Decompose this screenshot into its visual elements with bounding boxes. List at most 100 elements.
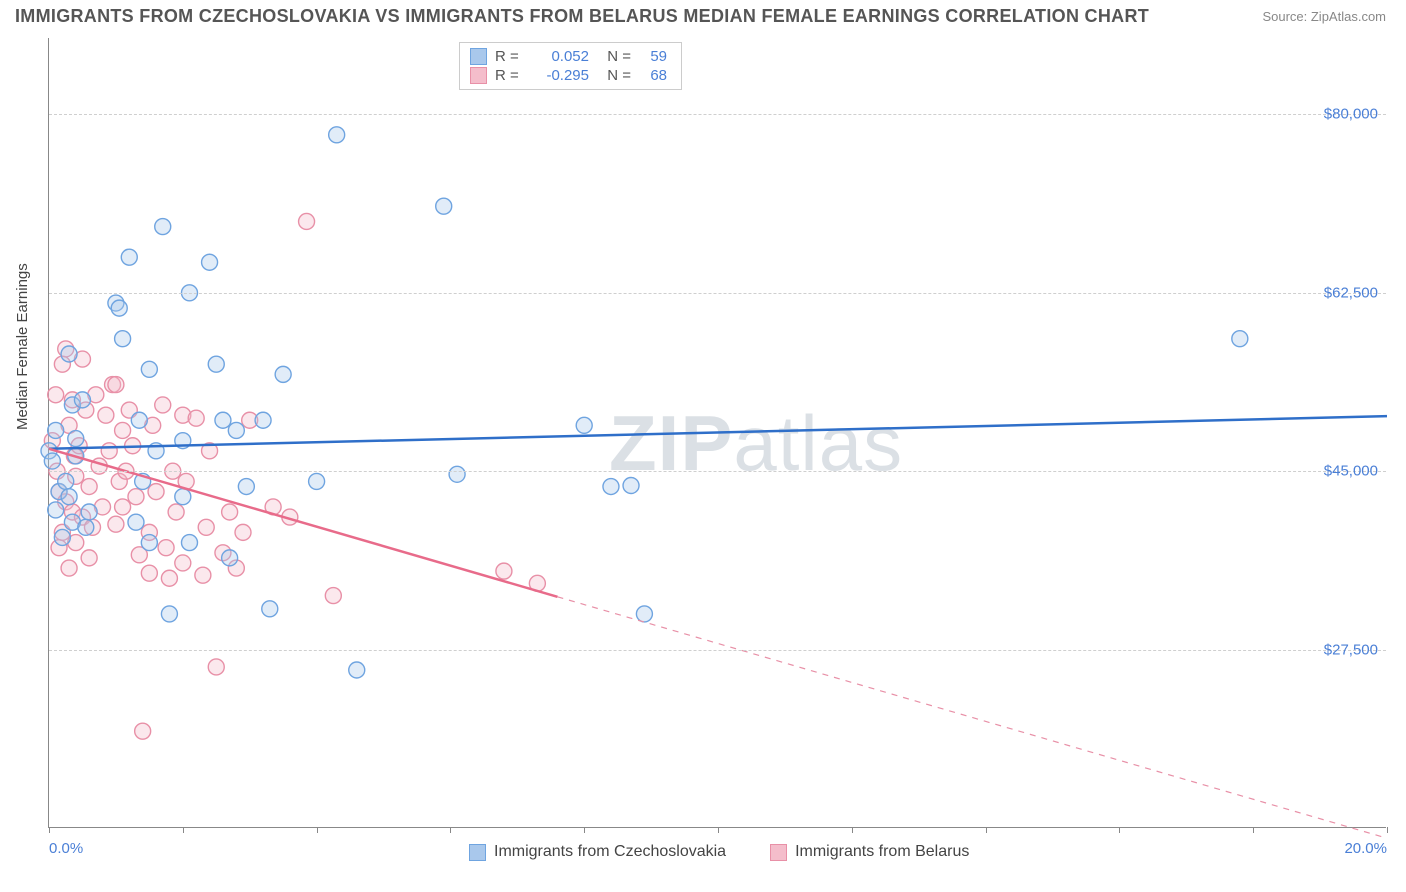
- data-point: [168, 504, 184, 520]
- legend-label-czech: Immigrants from Czechoslovakia: [494, 843, 726, 861]
- source-label: Source: ZipAtlas.com: [1262, 9, 1386, 24]
- grid-line: [49, 471, 1386, 472]
- data-point: [275, 366, 291, 382]
- data-point: [161, 606, 177, 622]
- data-point: [121, 249, 137, 265]
- data-point: [215, 412, 231, 428]
- stats-row-belarus: R = -0.295 N = 68: [470, 66, 667, 85]
- trend-line-belarus-extrapolated: [557, 597, 1387, 838]
- y-tick-label: $62,500: [1324, 284, 1378, 301]
- n-value-belarus: 68: [639, 67, 667, 84]
- legend-item-czech: Immigrants from Czechoslovakia: [469, 843, 726, 861]
- data-point: [202, 254, 218, 270]
- data-point: [81, 550, 97, 566]
- data-point: [98, 407, 114, 423]
- scatter-svg: [49, 38, 1386, 827]
- x-tick-mark: [49, 827, 50, 833]
- x-tick-mark: [584, 827, 585, 833]
- legend-label-belarus: Immigrants from Belarus: [795, 843, 969, 861]
- swatch-czech: [470, 48, 487, 65]
- data-point: [141, 361, 157, 377]
- data-point: [74, 392, 90, 408]
- data-point: [222, 550, 238, 566]
- data-point: [108, 377, 124, 393]
- data-point: [208, 659, 224, 675]
- x-tick-label: 20.0%: [1344, 840, 1387, 857]
- data-point: [349, 662, 365, 678]
- n-value-czech: 59: [639, 48, 667, 65]
- data-point: [44, 453, 60, 469]
- data-point: [262, 601, 278, 617]
- x-tick-mark: [1387, 827, 1388, 833]
- data-point: [115, 422, 131, 438]
- data-point: [131, 412, 147, 428]
- data-point: [68, 431, 84, 447]
- data-point: [235, 524, 251, 540]
- data-point: [228, 422, 244, 438]
- r-label: R =: [495, 48, 521, 65]
- data-point: [175, 555, 191, 571]
- n-label: N =: [597, 48, 631, 65]
- data-point: [61, 489, 77, 505]
- data-point: [181, 535, 197, 551]
- data-point: [309, 473, 325, 489]
- data-point: [158, 540, 174, 556]
- grid-line: [49, 114, 1386, 115]
- x-tick-label: 0.0%: [49, 840, 83, 857]
- data-point: [222, 504, 238, 520]
- data-point: [155, 397, 171, 413]
- data-point: [623, 477, 639, 493]
- data-point: [161, 570, 177, 586]
- data-point: [198, 519, 214, 535]
- chart-title: IMMIGRANTS FROM CZECHOSLOVAKIA VS IMMIGR…: [15, 6, 1149, 27]
- r-value-czech: 0.052: [529, 48, 589, 65]
- data-point: [155, 219, 171, 235]
- data-point: [101, 443, 117, 459]
- x-tick-mark: [1253, 827, 1254, 833]
- data-point: [61, 560, 77, 576]
- data-point: [436, 198, 452, 214]
- data-point: [576, 417, 592, 433]
- data-point: [48, 502, 64, 518]
- data-point: [1232, 331, 1248, 347]
- data-point: [449, 466, 465, 482]
- data-point: [61, 346, 77, 362]
- x-tick-mark: [183, 827, 184, 833]
- data-point: [325, 588, 341, 604]
- data-point: [496, 563, 512, 579]
- data-point: [208, 356, 224, 372]
- data-point: [81, 504, 97, 520]
- data-point: [329, 127, 345, 143]
- y-axis-label: Median Female Earnings: [14, 263, 31, 430]
- grid-line: [49, 650, 1386, 651]
- data-point: [48, 422, 64, 438]
- stats-row-czech: R = 0.052 N = 59: [470, 47, 667, 66]
- data-point: [141, 565, 157, 581]
- data-point: [255, 412, 271, 428]
- x-tick-mark: [450, 827, 451, 833]
- data-point: [603, 479, 619, 495]
- r-label: R =: [495, 67, 521, 84]
- data-point: [58, 473, 74, 489]
- data-point: [81, 479, 97, 495]
- grid-line: [49, 293, 1386, 294]
- data-point: [111, 300, 127, 316]
- data-point: [128, 489, 144, 505]
- data-point: [148, 484, 164, 500]
- swatch-czech: [469, 844, 486, 861]
- stats-legend: R = 0.052 N = 59 R = -0.295 N = 68: [459, 42, 682, 90]
- data-point: [78, 519, 94, 535]
- x-tick-mark: [1119, 827, 1120, 833]
- x-tick-mark: [718, 827, 719, 833]
- data-point: [636, 606, 652, 622]
- data-point: [195, 567, 211, 583]
- series-legend: Immigrants from Czechoslovakia Immigrant…: [469, 843, 969, 861]
- data-point: [175, 489, 191, 505]
- data-point: [48, 387, 64, 403]
- n-label: N =: [597, 67, 631, 84]
- x-tick-mark: [852, 827, 853, 833]
- data-point: [141, 535, 157, 551]
- data-point: [54, 529, 70, 545]
- data-point: [299, 213, 315, 229]
- y-tick-label: $80,000: [1324, 106, 1378, 123]
